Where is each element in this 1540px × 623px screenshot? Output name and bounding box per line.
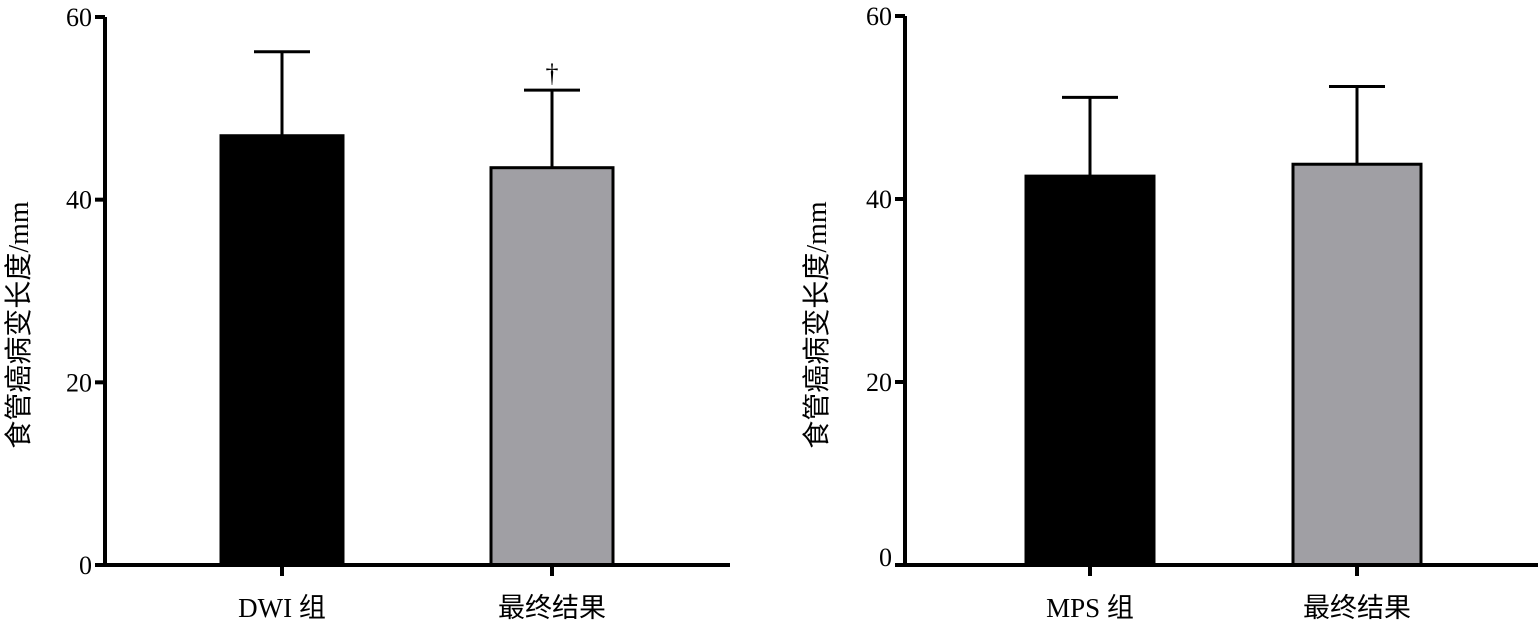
bar: [219, 134, 345, 567]
y-tick-label: 0: [79, 551, 92, 580]
right-chart: MPS 组 最终结果 0 20 40 60 食管癌病变长度/mm: [801, 2, 1538, 623]
y-tick-label: 20: [66, 368, 92, 397]
left-chart: DWI 组 † 最终结果 0 20 40 60 食管癌病变长度/mm: [3, 3, 730, 623]
bar: [1291, 162, 1423, 567]
category-label: MPS 组: [1046, 593, 1134, 623]
y-tick-label: 60: [866, 2, 892, 31]
category-label: 最终结果: [1303, 593, 1411, 623]
y-axis-title: 食管癌病变长度/mm: [3, 201, 35, 449]
category-label: 最终结果: [498, 593, 606, 623]
category-label: DWI 组: [238, 593, 326, 623]
y-tick-label: 40: [66, 186, 92, 215]
y-axis-title: 食管癌病变长度/mm: [801, 201, 833, 449]
y-tick-label: 20: [866, 368, 892, 397]
significance-marker: †: [546, 59, 559, 88]
bar: [489, 166, 615, 567]
y-tick-label: 40: [866, 185, 892, 214]
y-tick-label: 0: [879, 543, 892, 572]
bar: [1024, 174, 1156, 567]
y-tick-label: 60: [66, 3, 92, 32]
